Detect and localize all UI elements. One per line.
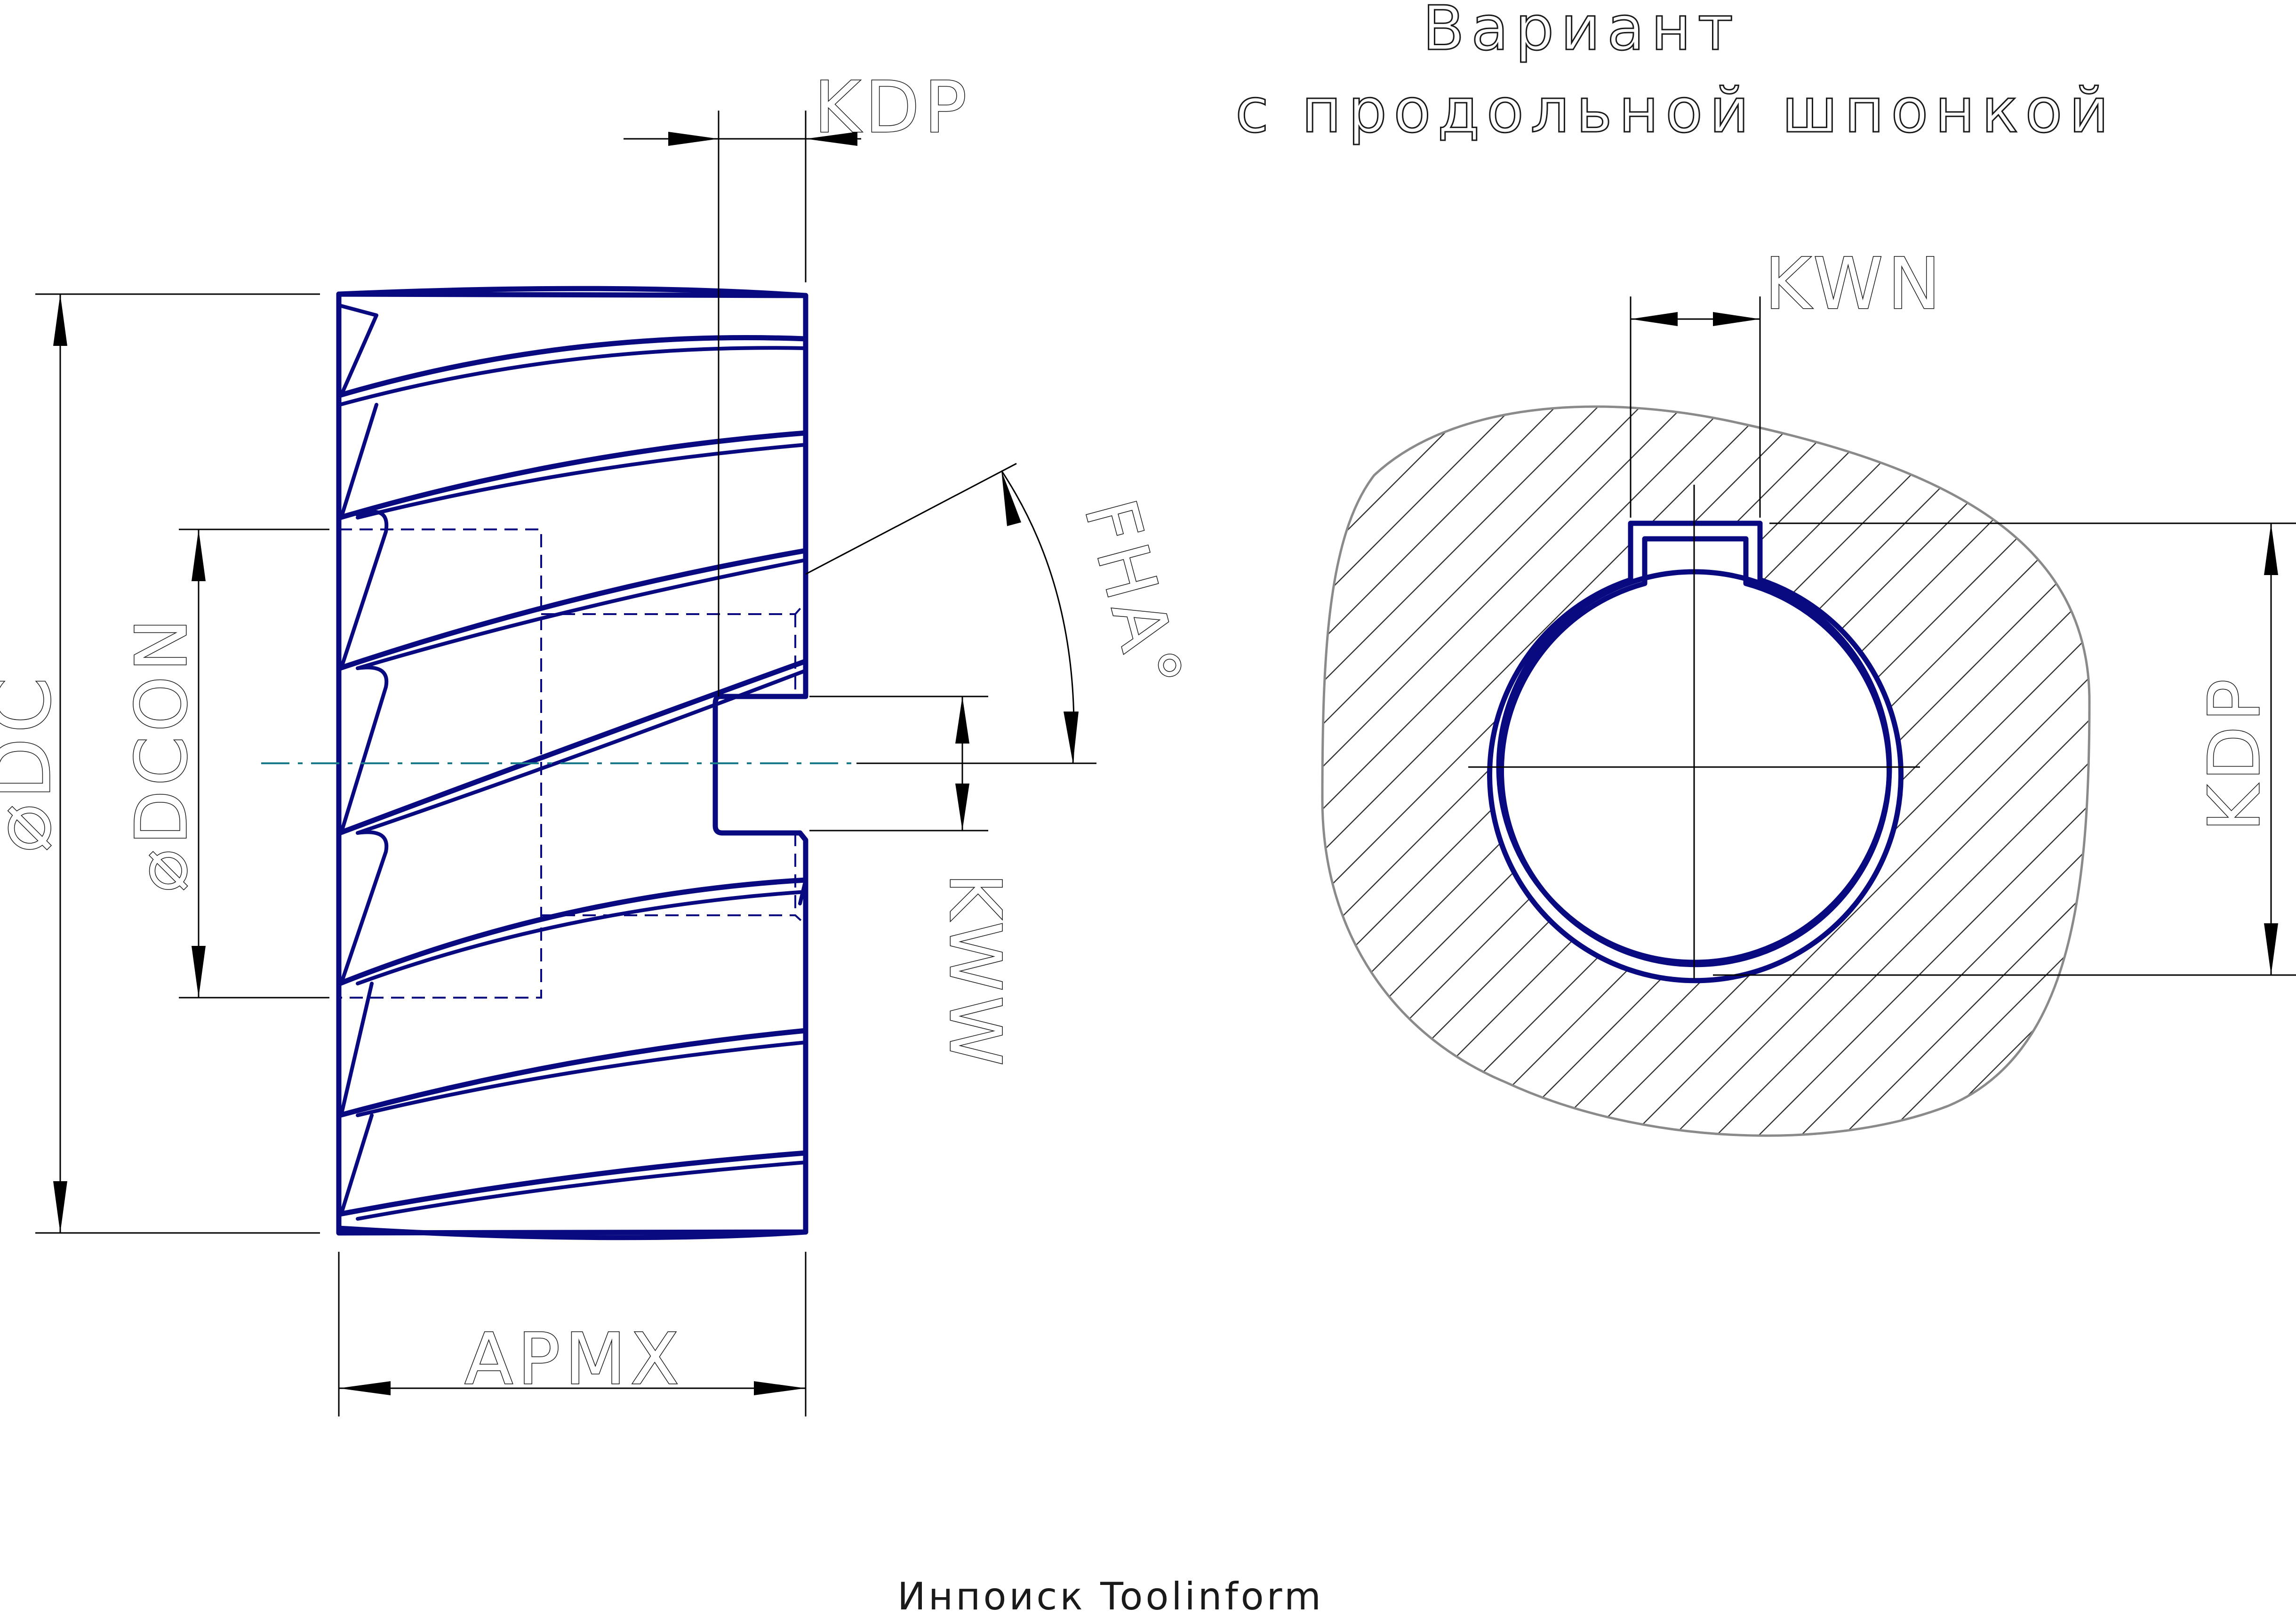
hatch-line <box>1322 407 1459 1136</box>
hatch-line <box>1802 407 2089 1136</box>
bore-clear <box>1489 523 1901 981</box>
hatch-line <box>1322 407 1629 1136</box>
fha-label: FHA° <box>1068 491 1198 702</box>
kdp-right-label: KDP <box>2194 674 2276 832</box>
hatch-line <box>1505 407 2089 1136</box>
hatch-line <box>1322 407 1840 1136</box>
hidden-bore-lines <box>339 528 807 999</box>
section-outline <box>1321 405 2091 1137</box>
kdp-top-label: KDP <box>814 67 971 149</box>
dimensions-right: KWN KDP <box>1630 243 2296 976</box>
shaft-section <box>1321 405 2091 1137</box>
hatch-line <box>1675 407 2089 1136</box>
dc-label: ⌀DC <box>0 672 69 852</box>
apmx-label: APMX <box>464 1319 683 1400</box>
hatch-line <box>1548 407 2089 1136</box>
hatch-line <box>1322 407 1502 1136</box>
cutter-side-view <box>261 286 856 1240</box>
bore-outer <box>1487 520 1904 984</box>
kww-label: KWW <box>934 873 1016 1071</box>
hatch-line <box>1717 407 2089 1136</box>
hatch-line <box>1322 407 1544 1136</box>
title-line2: с продольной шпонкой <box>1235 75 2115 146</box>
kwn-label: KWN <box>1765 243 1945 325</box>
hatch-line <box>1322 407 1332 1136</box>
dimensions-left: ⌀DC ⌀DCON APMX KDP KWW FH <box>0 66 1199 1416</box>
hatch-line <box>1844 407 2089 1136</box>
hatch-line <box>1760 407 2089 1136</box>
hatch-line <box>1322 407 1883 1136</box>
title-line1: Вариант <box>1423 0 1740 64</box>
helical-flutes <box>337 304 808 1221</box>
footer-credit: Инпоиск Toolinform <box>897 1575 1324 1616</box>
hatch-line <box>1322 407 1671 1136</box>
hatch-line <box>1322 407 1756 1136</box>
hatch-line <box>1322 407 1586 1136</box>
title: Вариант с продольной шпонкой <box>1234 0 2115 147</box>
hatch-line <box>1590 407 2089 1136</box>
hatch-line <box>1887 407 2089 1136</box>
cutter-outline <box>336 291 808 1236</box>
hatch-line <box>1322 407 1798 1136</box>
dcon-label: ⌀DCON <box>121 614 203 892</box>
hatching <box>1322 407 2089 1136</box>
hatch-line <box>1632 407 2089 1136</box>
cutter-bottom-edge <box>336 1225 808 1240</box>
hatch-line <box>1322 407 1713 1136</box>
cutter-top-edge <box>336 286 808 298</box>
